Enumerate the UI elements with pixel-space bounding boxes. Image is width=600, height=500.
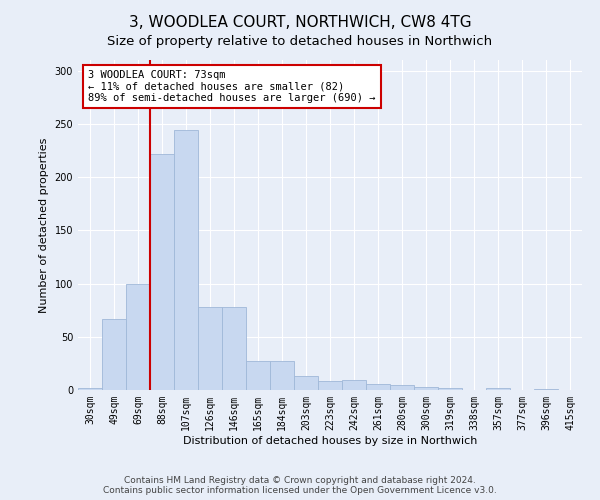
Bar: [366, 384, 390, 390]
X-axis label: Distribution of detached houses by size in Northwich: Distribution of detached houses by size …: [183, 436, 477, 446]
Bar: [414, 387, 438, 390]
Bar: [198, 307, 222, 390]
Y-axis label: Number of detached properties: Number of detached properties: [39, 138, 49, 312]
Bar: [78, 388, 102, 390]
Bar: [318, 382, 342, 390]
Bar: [126, 284, 150, 390]
Bar: [246, 362, 270, 390]
Bar: [174, 130, 198, 390]
Bar: [222, 307, 246, 390]
Bar: [102, 318, 126, 390]
Bar: [390, 384, 414, 390]
Bar: [270, 362, 294, 390]
Bar: [438, 388, 462, 390]
Bar: [342, 380, 366, 390]
Bar: [486, 388, 510, 390]
Bar: [534, 389, 558, 390]
Text: 3 WOODLEA COURT: 73sqm
← 11% of detached houses are smaller (82)
89% of semi-det: 3 WOODLEA COURT: 73sqm ← 11% of detached…: [88, 70, 376, 103]
Text: Size of property relative to detached houses in Northwich: Size of property relative to detached ho…: [107, 35, 493, 48]
Bar: [150, 154, 174, 390]
Text: Contains HM Land Registry data © Crown copyright and database right 2024.
Contai: Contains HM Land Registry data © Crown c…: [103, 476, 497, 495]
Text: 3, WOODLEA COURT, NORTHWICH, CW8 4TG: 3, WOODLEA COURT, NORTHWICH, CW8 4TG: [128, 15, 472, 30]
Bar: [294, 376, 318, 390]
